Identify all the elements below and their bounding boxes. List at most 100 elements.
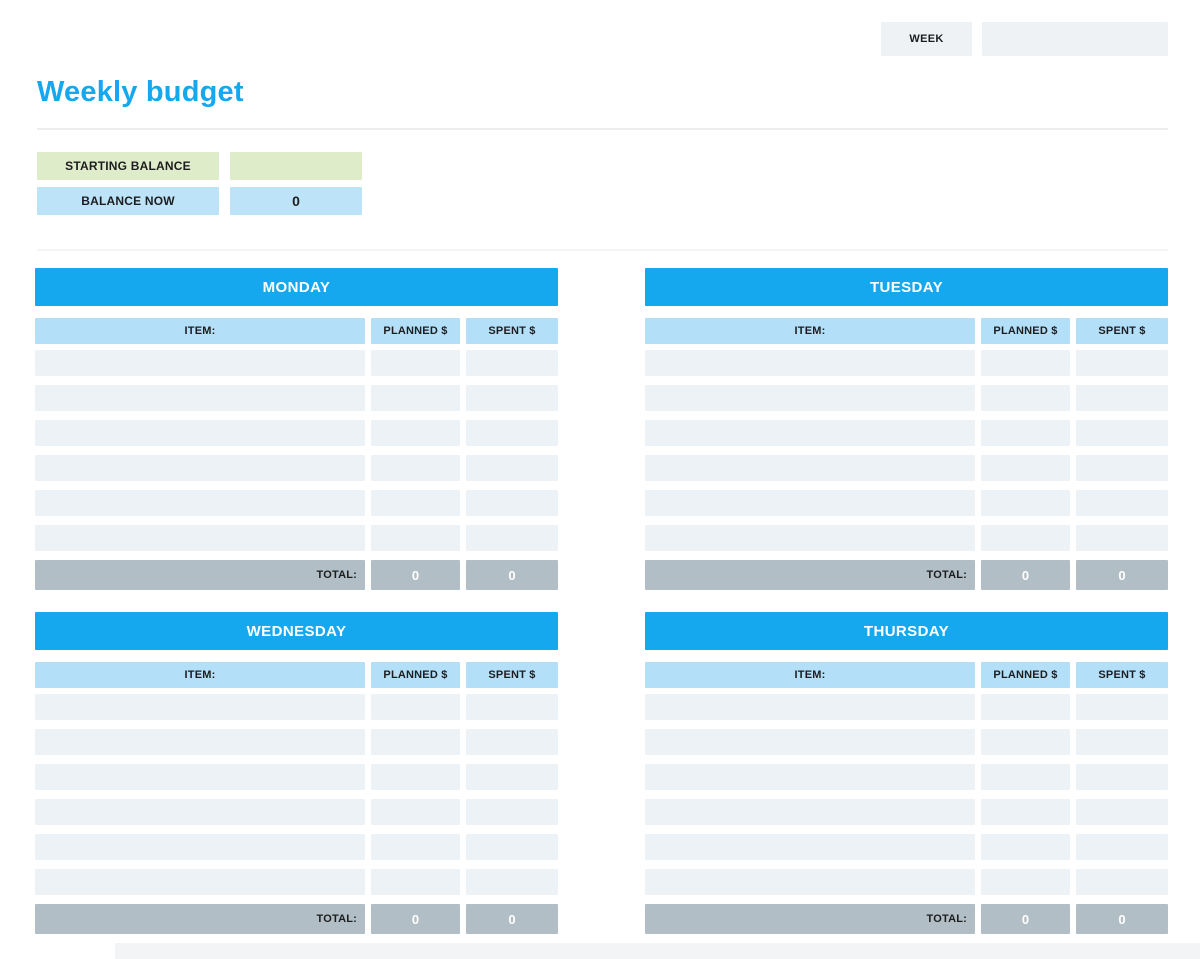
planned-input-cell[interactable] <box>371 869 460 895</box>
balance-now-row: BALANCE NOW 0 <box>37 187 362 215</box>
planned-input-cell[interactable] <box>981 350 1070 376</box>
spent-input-cell[interactable] <box>466 455 558 481</box>
planned-input-cell[interactable] <box>981 455 1070 481</box>
week-bar: WEEK <box>881 22 1168 56</box>
item-input-cell[interactable] <box>35 694 365 720</box>
spent-input-cell[interactable] <box>466 764 558 790</box>
item-input-cell[interactable] <box>35 420 365 446</box>
spent-input-cell[interactable] <box>1076 869 1168 895</box>
item-column-header: ITEM: <box>35 318 365 344</box>
spent-input-cell[interactable] <box>466 834 558 860</box>
spent-input-cell[interactable] <box>1076 764 1168 790</box>
starting-balance-row: STARTING BALANCE <box>37 152 362 180</box>
week-input[interactable] <box>982 22 1168 56</box>
planned-input-cell[interactable] <box>981 729 1070 755</box>
item-input-cell[interactable] <box>645 764 975 790</box>
planned-input-cell[interactable] <box>981 385 1070 411</box>
item-column-header: ITEM: <box>35 662 365 688</box>
item-input-cell[interactable] <box>35 799 365 825</box>
planned-input-cell[interactable] <box>371 525 460 551</box>
column-header-row: ITEM: PLANNED $ SPENT $ <box>35 662 558 688</box>
column-header-row: ITEM: PLANNED $ SPENT $ <box>645 662 1168 688</box>
planned-input-cell[interactable] <box>371 350 460 376</box>
table-row <box>645 729 1168 755</box>
planned-input-cell[interactable] <box>981 834 1070 860</box>
starting-balance-label: STARTING BALANCE <box>37 152 219 180</box>
planned-input-cell[interactable] <box>371 729 460 755</box>
item-input-cell[interactable] <box>645 420 975 446</box>
spent-input-cell[interactable] <box>1076 490 1168 516</box>
spent-input-cell[interactable] <box>1076 799 1168 825</box>
planned-input-cell[interactable] <box>371 385 460 411</box>
total-row: TOTAL: 0 0 <box>35 560 558 590</box>
spent-input-cell[interactable] <box>466 420 558 446</box>
item-input-cell[interactable] <box>35 490 365 516</box>
spent-input-cell[interactable] <box>1076 694 1168 720</box>
item-input-cell[interactable] <box>35 834 365 860</box>
planned-input-cell[interactable] <box>981 799 1070 825</box>
item-input-cell[interactable] <box>645 350 975 376</box>
planned-input-cell[interactable] <box>371 764 460 790</box>
week-label: WEEK <box>881 22 972 56</box>
planned-input-cell[interactable] <box>371 694 460 720</box>
spent-input-cell[interactable] <box>466 525 558 551</box>
day-table-monday: MONDAY ITEM: PLANNED $ SPENT $ TOTAL: 0 … <box>35 268 558 590</box>
planned-input-cell[interactable] <box>981 869 1070 895</box>
item-input-cell[interactable] <box>35 729 365 755</box>
spent-column-header: SPENT $ <box>1076 318 1168 344</box>
planned-input-cell[interactable] <box>981 420 1070 446</box>
total-spent-value: 0 <box>466 904 558 934</box>
planned-input-cell[interactable] <box>371 799 460 825</box>
item-input-cell[interactable] <box>35 764 365 790</box>
spent-input-cell[interactable] <box>1076 385 1168 411</box>
item-input-cell[interactable] <box>645 799 975 825</box>
table-row <box>645 525 1168 551</box>
planned-input-cell[interactable] <box>981 764 1070 790</box>
total-label: TOTAL: <box>645 560 975 590</box>
table-row <box>35 869 558 895</box>
item-input-cell[interactable] <box>645 834 975 860</box>
spent-input-cell[interactable] <box>1076 420 1168 446</box>
planned-input-cell[interactable] <box>371 455 460 481</box>
planned-input-cell[interactable] <box>371 490 460 516</box>
table-row <box>645 834 1168 860</box>
item-input-cell[interactable] <box>645 490 975 516</box>
planned-input-cell[interactable] <box>981 490 1070 516</box>
spent-input-cell[interactable] <box>466 799 558 825</box>
spent-input-cell[interactable] <box>1076 350 1168 376</box>
planned-input-cell[interactable] <box>371 834 460 860</box>
spent-input-cell[interactable] <box>466 729 558 755</box>
spent-input-cell[interactable] <box>466 385 558 411</box>
spent-input-cell[interactable] <box>466 350 558 376</box>
divider <box>37 128 1168 130</box>
item-input-cell[interactable] <box>645 385 975 411</box>
item-input-cell[interactable] <box>645 525 975 551</box>
table-row <box>35 764 558 790</box>
table-row <box>35 350 558 376</box>
day-body <box>35 350 558 551</box>
table-row <box>35 455 558 481</box>
spent-input-cell[interactable] <box>1076 455 1168 481</box>
day-table-thursday: THURSDAY ITEM: PLANNED $ SPENT $ TOTAL: … <box>645 612 1168 934</box>
item-input-cell[interactable] <box>645 694 975 720</box>
planned-input-cell[interactable] <box>981 525 1070 551</box>
starting-balance-input[interactable] <box>230 152 362 180</box>
item-input-cell[interactable] <box>35 350 365 376</box>
spent-input-cell[interactable] <box>466 694 558 720</box>
item-input-cell[interactable] <box>645 729 975 755</box>
spent-input-cell[interactable] <box>466 869 558 895</box>
planned-input-cell[interactable] <box>981 694 1070 720</box>
spent-input-cell[interactable] <box>1076 525 1168 551</box>
item-input-cell[interactable] <box>35 525 365 551</box>
planned-column-header: PLANNED $ <box>371 318 460 344</box>
spent-input-cell[interactable] <box>1076 729 1168 755</box>
planned-input-cell[interactable] <box>371 420 460 446</box>
item-input-cell[interactable] <box>35 455 365 481</box>
item-input-cell[interactable] <box>35 385 365 411</box>
spent-input-cell[interactable] <box>1076 834 1168 860</box>
item-input-cell[interactable] <box>35 869 365 895</box>
spent-input-cell[interactable] <box>466 490 558 516</box>
item-input-cell[interactable] <box>645 869 975 895</box>
item-input-cell[interactable] <box>645 455 975 481</box>
